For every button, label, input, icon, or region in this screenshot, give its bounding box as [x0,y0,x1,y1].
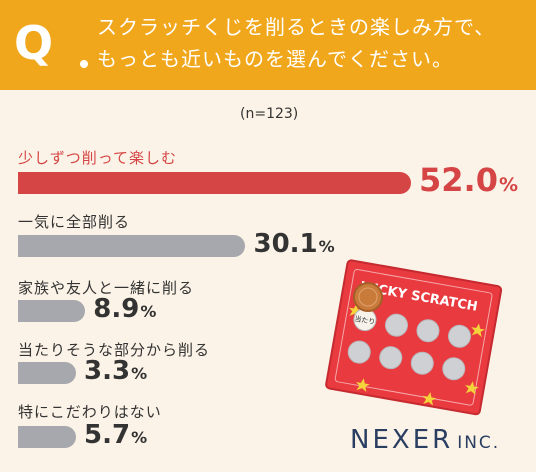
value-unit: % [498,174,518,196]
bar [18,300,86,322]
value-label: 52.0% [419,161,518,199]
sample-size: (n=123) [240,106,299,122]
coin-text: 当たり [354,314,376,327]
bar [18,362,76,384]
bar [18,235,246,257]
logo-sub: INC. [457,433,501,453]
logo-main: NEXER [350,425,454,455]
bar [18,426,76,448]
value-number: 30.1 [253,229,318,259]
question-line-1: スクラッチくじを削るときの楽しみ方で、 [97,15,496,39]
value-label: 30.1% [253,229,334,259]
value-number: 8.9 [93,294,140,324]
value-number: 5.7 [84,420,131,450]
question-mark: Q [14,16,54,70]
bar [18,172,411,194]
category-label: 家族や友人と一緒に削る [18,279,195,297]
value-number: 52.0 [419,161,498,199]
value-label: 5.7% [84,420,147,450]
category-label: 一気に全部削る [18,213,131,231]
category-label: 当たりそうな部分から削る [18,341,211,359]
value-unit: % [140,302,157,321]
value-label: 8.9% [93,294,156,324]
value-number: 3.3 [84,356,131,386]
nexer-logo: NEXER INC. [350,425,500,455]
value-unit: % [131,428,148,447]
value-unit: % [318,237,335,256]
question-dot [80,60,88,68]
question-header: Q スクラッチくじを削るときの楽しみ方で、 もっとも近いものを選んでください。 [0,0,536,90]
category-label: 少しずつ削って楽しむ [18,149,177,167]
category-label: 特にこだわりはない [18,403,162,421]
question-line-2: もっとも近いものを選んでください。 [97,47,453,71]
value-label: 3.3% [84,356,147,386]
value-unit: % [131,364,148,383]
card-title: LUCKY SCRATCH [359,279,479,314]
